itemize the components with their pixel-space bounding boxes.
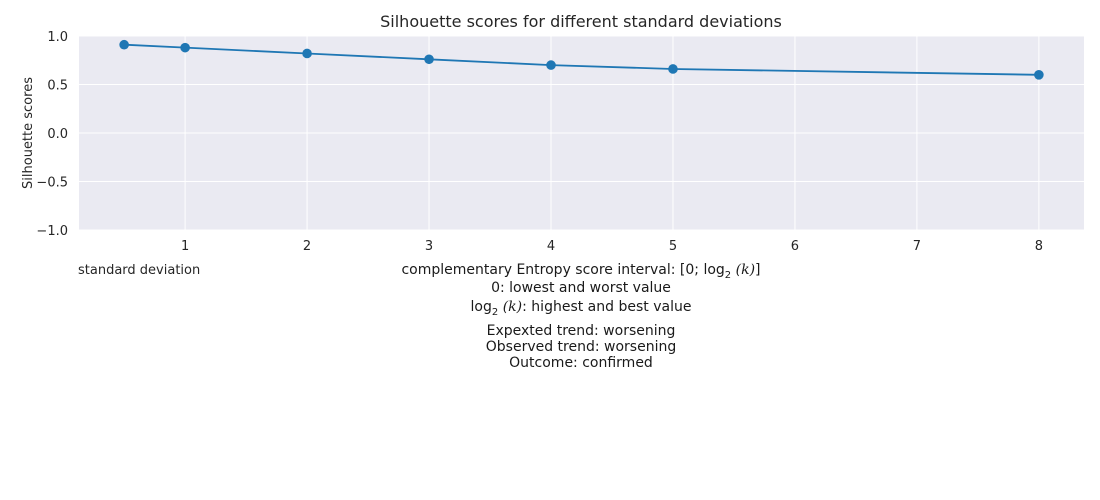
log-text: log bbox=[703, 262, 725, 278]
y-tick-labels: −1.0 −0.5 0.0 0.5 1.0 bbox=[36, 30, 68, 239]
y-tick-label: 0.5 bbox=[47, 79, 68, 94]
interval-prefix: complementary Entropy score interval: [0… bbox=[401, 262, 704, 278]
x-tick-label: 2 bbox=[303, 239, 311, 254]
y-axis-label: Silhouette scores bbox=[21, 77, 36, 189]
k-text: (k) bbox=[735, 262, 756, 278]
outcome: Outcome: confirmed bbox=[509, 355, 653, 371]
x-tick-label: 1 bbox=[181, 239, 189, 254]
interval-suffix: ] bbox=[755, 262, 761, 278]
chart-title: Silhouette scores for different standard… bbox=[380, 12, 782, 31]
x-tick-label: 8 bbox=[1035, 239, 1043, 254]
data-point bbox=[546, 60, 556, 70]
log-text-2: log bbox=[470, 299, 492, 315]
y-tick-label: −0.5 bbox=[36, 176, 68, 191]
x-tick-label: 6 bbox=[791, 239, 799, 254]
x-tick-label: 3 bbox=[425, 239, 433, 254]
y-tick-label: 1.0 bbox=[47, 30, 68, 45]
data-point bbox=[302, 48, 312, 59]
data-points bbox=[119, 39, 1044, 80]
data-point bbox=[119, 39, 129, 50]
highest-suffix: : highest and best value bbox=[522, 299, 692, 315]
silhouette-chart: Silhouette scores for different standard… bbox=[21, 12, 1084, 254]
y-tick-label: 0.0 bbox=[47, 127, 68, 142]
y-tick-label: −1.0 bbox=[36, 224, 68, 239]
highest-caption: log2 (k): highest and best value bbox=[0, 299, 1100, 321]
log-subscript: 2 bbox=[724, 269, 732, 281]
x-tick-label: 4 bbox=[547, 239, 555, 254]
x-tick-labels: 1 2 3 4 5 6 7 8 bbox=[181, 239, 1043, 254]
observed-trend: Observed trend: worsening bbox=[485, 339, 677, 355]
data-point bbox=[668, 64, 678, 74]
x-axis-label: standard deviation bbox=[78, 263, 201, 278]
x-tick-label: 7 bbox=[913, 239, 921, 254]
k-text-2: (k) bbox=[502, 299, 523, 315]
data-point bbox=[180, 42, 190, 53]
log-subscript-2: 2 bbox=[491, 306, 499, 318]
lowest-caption: 0: lowest and worst value bbox=[491, 280, 671, 296]
expected-trend: Expexted trend: worsening bbox=[486, 323, 676, 339]
data-point bbox=[1034, 70, 1044, 80]
data-point bbox=[424, 54, 434, 65]
x-tick-label: 5 bbox=[669, 239, 677, 254]
interval-caption: complementary Entropy score interval: [0… bbox=[0, 262, 1100, 284]
